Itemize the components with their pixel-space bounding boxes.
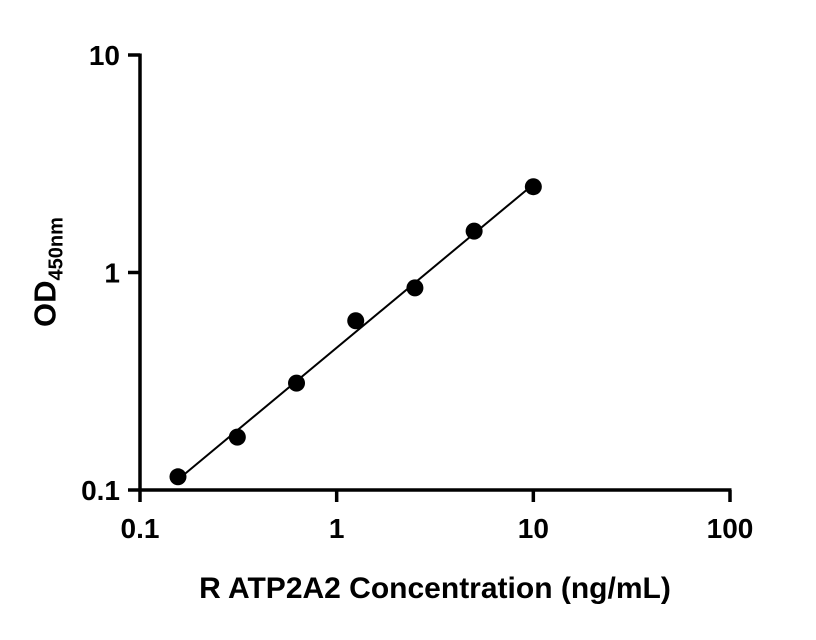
x-tick-label: 10 — [518, 513, 549, 544]
x-tick-label: 1 — [329, 513, 345, 544]
y-tick-label: 0.1 — [81, 475, 120, 506]
data-point — [288, 374, 306, 392]
x-axis-title: R ATP2A2 Concentration (ng/mL) — [199, 572, 671, 605]
y-tick-label: 1 — [104, 258, 120, 289]
data-point — [524, 178, 542, 196]
y-tick-label: 10 — [89, 40, 120, 71]
data-point — [169, 468, 187, 486]
y-axis-title-sub: 450nm — [45, 217, 68, 281]
x-tick-label: 100 — [707, 513, 754, 544]
data-point — [465, 222, 483, 240]
x-tick-label: 0.1 — [121, 513, 160, 544]
y-axis-title: OD450nm — [27, 217, 68, 327]
data-point — [406, 279, 424, 297]
data-point — [228, 428, 246, 446]
y-axis-title-main: OD — [27, 280, 63, 327]
data-point — [347, 312, 365, 330]
axis-spines — [138, 53, 732, 492]
